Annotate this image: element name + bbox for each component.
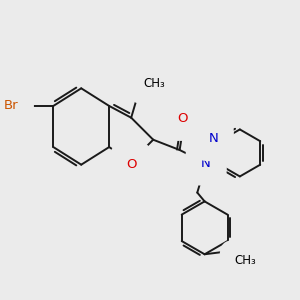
- Text: CH₃: CH₃: [143, 77, 165, 90]
- Text: N: N: [208, 132, 218, 145]
- Text: CH₃: CH₃: [234, 254, 256, 267]
- Text: O: O: [126, 158, 136, 171]
- Text: O: O: [177, 112, 188, 125]
- Text: Br: Br: [4, 99, 18, 112]
- Text: N: N: [201, 157, 211, 170]
